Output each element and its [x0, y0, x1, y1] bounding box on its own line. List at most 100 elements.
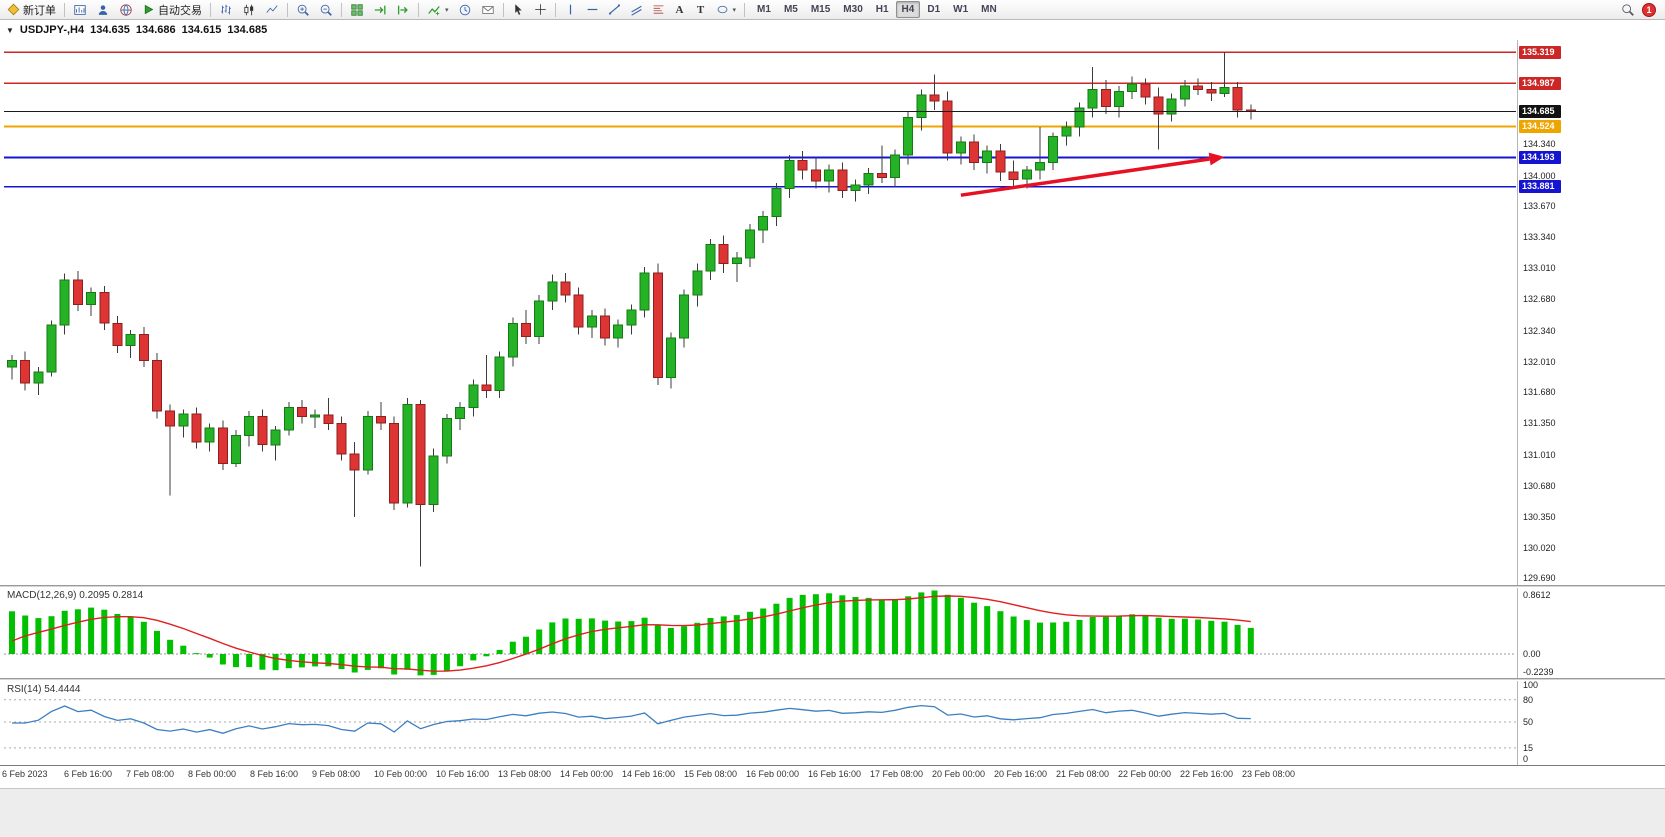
text-tool-button[interactable]: A	[670, 1, 690, 19]
fibonacci-button[interactable]	[648, 1, 669, 19]
price-tick: 131.350	[1523, 418, 1556, 428]
vertical-line-icon	[569, 4, 571, 15]
timeframe-group: M1 M5 M15 M30 H1 H4 D1 W1 MN	[751, 1, 1003, 18]
macd-axis-zero: 0.00	[1523, 649, 1541, 659]
clock-button[interactable]	[454, 1, 476, 19]
bar-chart-button[interactable]	[215, 1, 237, 19]
timeframe-m15-button[interactable]: M15	[810, 4, 831, 15]
candlestick-chart-button[interactable]	[238, 1, 260, 19]
globe-icon	[120, 3, 132, 16]
panel-divider[interactable]	[0, 678, 1665, 681]
text-tool-label: A	[675, 3, 684, 16]
price-tag: 134.987	[1519, 77, 1561, 90]
timeframe-m5-button[interactable]: M5	[783, 4, 798, 15]
ohlc-high-value: 134.686	[135, 24, 176, 36]
price-axis-separator	[1517, 40, 1518, 765]
timeframe-mn-button[interactable]: MN	[981, 4, 997, 15]
tile-windows-button[interactable]	[346, 1, 368, 19]
macd-axis-min: -0.2239	[1523, 667, 1554, 677]
search-button[interactable]	[1617, 1, 1639, 19]
price-tick: 132.340	[1523, 326, 1556, 336]
chart-header: ▼ USDJPY-,H4 134.635 134.686 134.615 134…	[6, 24, 267, 36]
timeframe-h1-button[interactable]: H1	[875, 4, 889, 15]
toolbar-separator	[744, 2, 746, 17]
timeframe-m1-button[interactable]: M1	[757, 4, 771, 15]
label-tool-label: T	[696, 3, 705, 16]
vertical-line-button[interactable]	[560, 1, 581, 19]
price-tag: 134.193	[1519, 151, 1561, 164]
price-chart-plot[interactable]	[4, 40, 1516, 585]
auto-scroll-button[interactable]	[369, 1, 391, 19]
new-order-label: 新订单	[23, 4, 56, 17]
price-tick: 132.680	[1523, 294, 1556, 304]
collapse-arrow-icon[interactable]: ▼	[6, 25, 14, 35]
price-tick: 132.010	[1523, 357, 1556, 367]
crosshair-button[interactable]	[530, 1, 551, 19]
window-bottom-area	[0, 788, 1665, 837]
new-order-button[interactable]: 新订单	[3, 1, 60, 19]
line-chart-button[interactable]	[261, 1, 283, 19]
toolbar-separator	[502, 2, 504, 17]
crosshair-icon	[534, 4, 546, 15]
chart-shift-button[interactable]	[392, 1, 414, 19]
toolbar-separator	[64, 2, 65, 17]
channel-button[interactable]	[626, 1, 647, 19]
auto-trading-icon	[144, 4, 154, 15]
timeframe-h4-button[interactable]: H4	[895, 1, 921, 18]
candlestick-icon	[244, 4, 254, 15]
new-chart-button[interactable]	[69, 1, 91, 19]
price-tick: 130.680	[1523, 481, 1556, 491]
auto-scroll-icon	[374, 5, 386, 14]
price-tag: 134.524	[1519, 120, 1561, 133]
macd-axis-max: 0.8612	[1523, 590, 1551, 600]
trend-arrow-annotation	[960, 152, 1225, 197]
notification-badge[interactable]: 1	[1642, 2, 1656, 17]
trendline-icon	[608, 4, 620, 15]
macd-plot[interactable]	[4, 588, 1516, 678]
new-chart-icon	[74, 4, 86, 15]
cursor-button[interactable]	[508, 1, 529, 19]
auto-trading-label: 自动交易	[158, 4, 202, 17]
indicators-button[interactable]: ▾	[423, 1, 453, 19]
timeframe-m30-button[interactable]: M30	[843, 4, 863, 15]
panel-divider[interactable]	[0, 585, 1665, 588]
toolbar-separator	[210, 2, 211, 17]
terminal-button[interactable]	[115, 1, 137, 19]
toolbar-separator	[341, 2, 342, 17]
trendline-button[interactable]	[604, 1, 625, 19]
horizontal-line-button[interactable]	[582, 1, 603, 19]
fibonacci-icon	[653, 5, 663, 14]
price-tag: 135.319	[1519, 46, 1561, 59]
macd-indicator-label: MACD(12,26,9) 0.2095 0.2814	[7, 590, 144, 601]
rsi-axis-tick: 80	[1523, 695, 1534, 705]
price-tick: 133.010	[1523, 263, 1556, 273]
ohlc-close-value: 134.685	[227, 24, 268, 36]
zoom-in-button[interactable]	[292, 1, 314, 19]
price-tick: 131.680	[1523, 387, 1556, 397]
indicators-icon	[428, 5, 440, 15]
price-tag: 134.685	[1519, 105, 1561, 118]
price-tick: 134.340	[1523, 139, 1556, 149]
toolbar-separator	[287, 2, 288, 17]
line-chart-icon	[266, 4, 278, 13]
price-tag: 133.881	[1519, 180, 1561, 193]
timeframe-w1-button[interactable]: W1	[953, 4, 969, 15]
zoom-out-button[interactable]	[315, 1, 337, 19]
toolbar-separator	[418, 2, 419, 17]
profiles-button[interactable]	[92, 1, 114, 19]
timeframe-d1-button[interactable]: D1	[927, 4, 941, 15]
auto-trading-button[interactable]: 自动交易	[138, 1, 206, 19]
ohlc-open-value: 134.635	[90, 24, 130, 36]
clock-icon	[459, 4, 470, 15]
time-axis[interactable]	[0, 765, 1665, 788]
ohlc-low-value: 134.615	[181, 24, 222, 36]
search-icon	[1622, 3, 1634, 16]
rsi-plot[interactable]	[4, 681, 1516, 765]
profile-icon	[98, 4, 108, 15]
label-tool-button[interactable]: T	[691, 1, 711, 19]
mail-button[interactable]	[477, 1, 499, 19]
shapes-button[interactable]: ▾	[712, 1, 741, 19]
envelope-icon	[481, 5, 494, 14]
tile-windows-icon	[351, 3, 363, 16]
